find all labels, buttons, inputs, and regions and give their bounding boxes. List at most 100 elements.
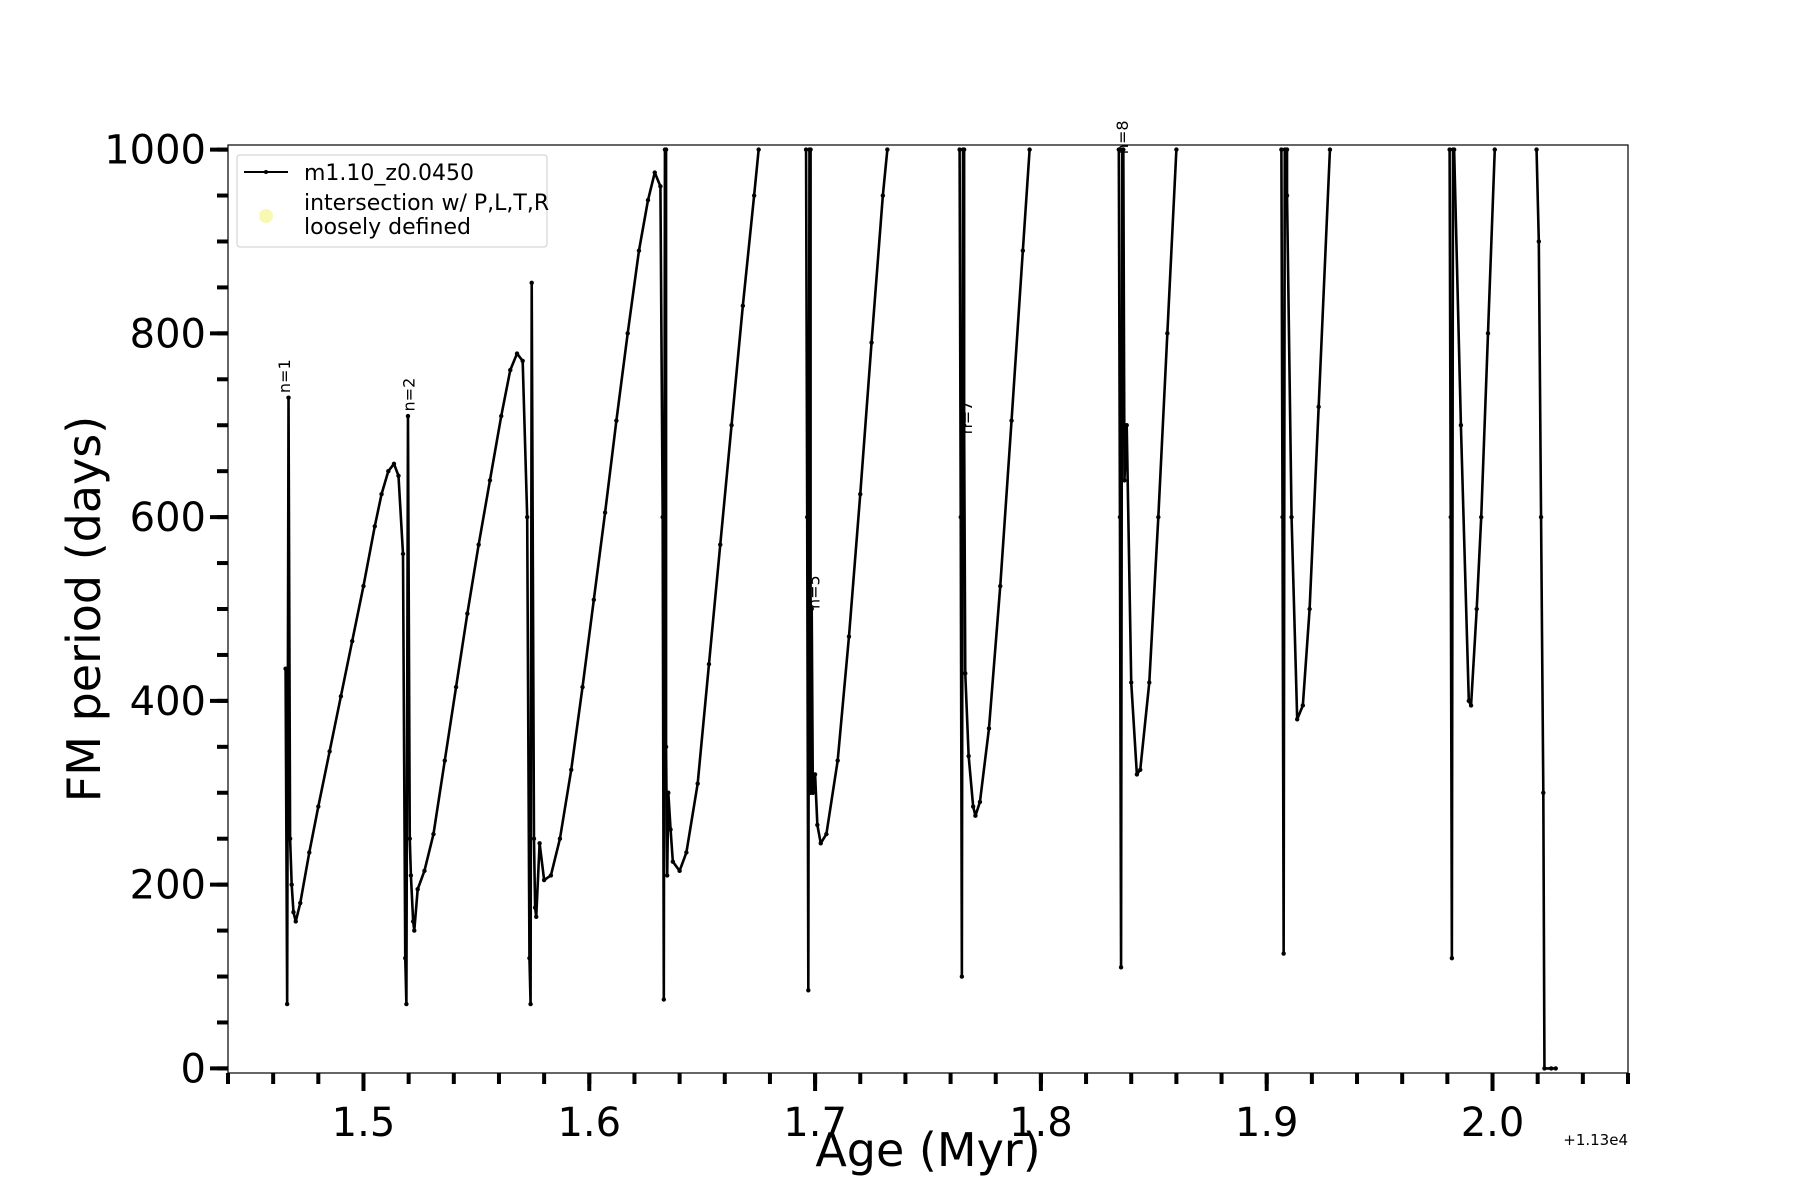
series-point (548, 873, 554, 878)
series-point (1174, 147, 1179, 152)
series-segment (1280, 148, 1287, 955)
series-segment (962, 148, 1031, 818)
series-point (1284, 147, 1290, 152)
series-point (415, 887, 420, 892)
series-point (663, 147, 669, 152)
series-segment (284, 148, 667, 1006)
series-point (531, 836, 537, 841)
series-point (476, 542, 481, 547)
x-tick-label: 1.6 (557, 1100, 621, 1146)
series-point (410, 919, 416, 924)
series-point (666, 790, 671, 795)
series-segment (958, 148, 965, 978)
series-point (961, 423, 967, 428)
series-point (806, 988, 811, 993)
series-point (1316, 404, 1321, 410)
series-point (1542, 1066, 1547, 1071)
series-point (286, 395, 291, 400)
legend-box (236, 154, 548, 248)
series-point (958, 514, 963, 520)
series-point (1027, 147, 1032, 152)
series-point (404, 1001, 409, 1007)
legend-marker-swatch (259, 209, 273, 223)
series-point (1468, 703, 1474, 708)
series-segment (1535, 148, 1558, 1070)
series-point (1448, 514, 1453, 520)
series-point (1534, 147, 1539, 152)
tick-layer: 1.5 1.6 1.7 1.8 1.9 2.0 0 200 400 600 800 1000 (104, 128, 1630, 1146)
series-point (684, 850, 689, 855)
series-point (636, 248, 642, 253)
series-point (499, 413, 504, 419)
series-segment (1448, 148, 1455, 960)
series-point (835, 758, 840, 763)
series-point (379, 491, 384, 497)
series-point (400, 551, 406, 557)
series-point (391, 461, 397, 467)
series-point (812, 772, 818, 777)
annotation-layer: n=1 n=2 n=5 n=7 n=8 (275, 120, 1132, 609)
series-point (524, 514, 530, 520)
series-point (1009, 418, 1014, 423)
series-point (1124, 423, 1129, 428)
series-point (431, 831, 436, 837)
series-point (527, 955, 532, 961)
series-point (970, 804, 976, 809)
series-point (405, 413, 411, 419)
x-tick-label: 1.7 (783, 1100, 847, 1146)
series-point (756, 147, 761, 152)
legend-entry-label: loosely defined (304, 215, 471, 240)
series-point (846, 634, 852, 639)
series-point (804, 514, 810, 520)
series-point (815, 822, 820, 828)
series-point (1466, 698, 1472, 704)
x-axis-label: Age (Myr) (815, 1123, 1040, 1177)
series-point (1458, 423, 1464, 428)
series-point (520, 358, 525, 364)
series-point (1118, 965, 1124, 970)
series-segment (664, 148, 760, 877)
series-point (298, 900, 303, 906)
series-point (885, 147, 890, 152)
series-point (1492, 147, 1497, 152)
series-point (1121, 147, 1126, 152)
series-point (465, 611, 470, 616)
series-point (534, 914, 539, 919)
series-point (1289, 514, 1294, 520)
series-point (1147, 680, 1152, 685)
legend-entry-label: m1.10_z0.0450 (304, 161, 474, 186)
series-point (316, 804, 321, 809)
series-point (407, 836, 412, 841)
legend-entry-label: intersection w/ P,L,T,R (304, 191, 549, 216)
y-tick-label: 400 (130, 679, 206, 725)
x-tick-label: 1.5 (332, 1100, 396, 1146)
series-segment (1117, 148, 1124, 969)
plot-frame (227, 144, 1629, 1074)
series-point (966, 753, 971, 759)
series-point (824, 831, 829, 837)
y-tick-label: 1000 (104, 128, 206, 174)
y-tick-label: 800 (130, 311, 206, 357)
series-point (614, 418, 619, 423)
legend: m1.10_z0.0450 intersection w/ P,L,T,R lo… (236, 154, 549, 248)
series-point (541, 877, 547, 883)
series-point (986, 726, 992, 731)
series-segment (1452, 148, 1497, 707)
series-point (718, 542, 723, 547)
series-point (508, 367, 513, 373)
pulse-annotation: n=8 (1113, 120, 1132, 154)
series-point (602, 510, 608, 515)
series-point (973, 813, 978, 818)
series-point (422, 868, 427, 874)
series-point (372, 524, 377, 529)
series-point (803, 147, 809, 152)
series-point (957, 147, 962, 152)
series-point (1116, 147, 1122, 152)
series-point (580, 684, 585, 690)
series-point (1281, 951, 1286, 956)
series-point (869, 340, 874, 345)
series-point (529, 280, 534, 286)
series-segment (1285, 148, 1332, 721)
series-point (1117, 514, 1123, 520)
